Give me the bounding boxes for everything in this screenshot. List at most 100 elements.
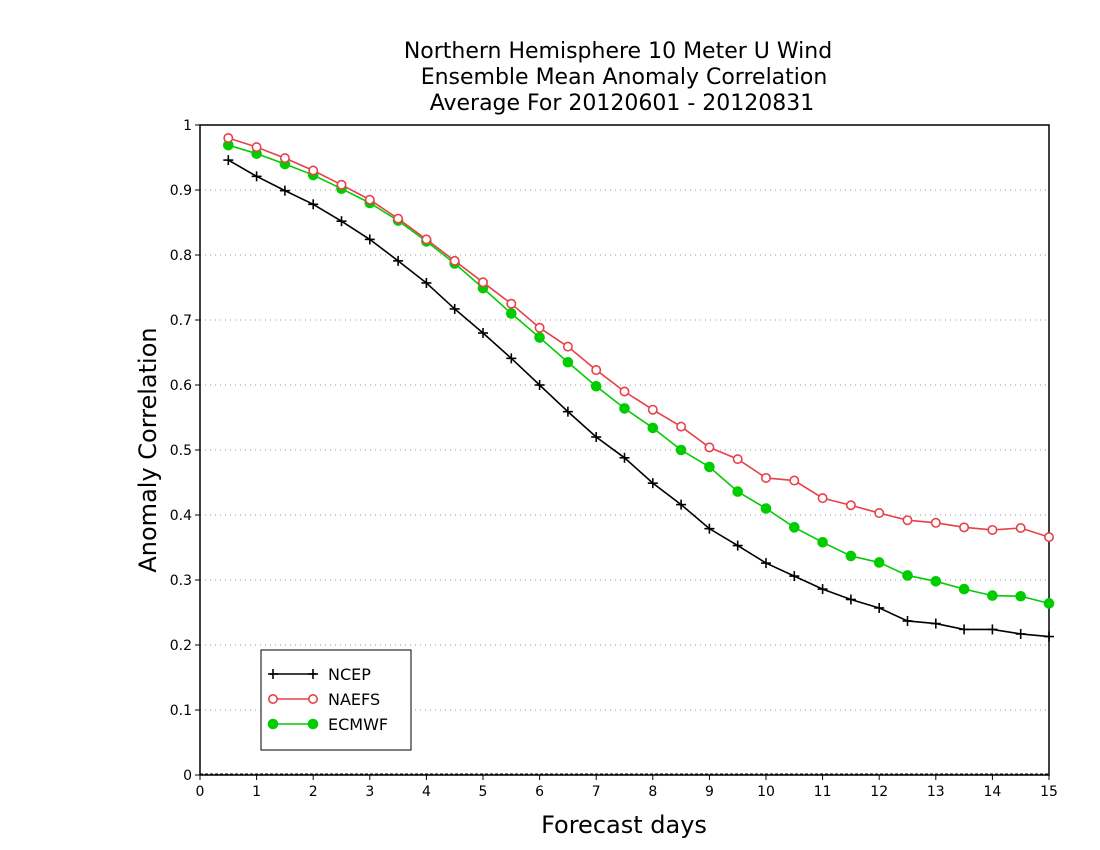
data-point-ncep <box>845 594 856 605</box>
y-tick-label: 0.6 <box>170 378 192 394</box>
data-point-naefs <box>1044 532 1055 543</box>
data-point-ecmwf <box>675 444 687 456</box>
data-point-naefs <box>817 493 828 504</box>
data-point-ecmwf <box>845 550 857 562</box>
data-point-naefs <box>676 421 687 432</box>
data-point-naefs <box>760 472 771 483</box>
data-point-ecmwf <box>1015 590 1027 602</box>
data-point-naefs <box>562 341 573 352</box>
data-point-naefs <box>223 133 234 144</box>
x-tick-label: 6 <box>535 784 544 800</box>
data-point-ncep <box>647 478 658 489</box>
y-tick-label: 0.7 <box>170 313 192 329</box>
data-point-ncep <box>902 615 913 626</box>
data-point-ncep <box>591 432 602 442</box>
data-point-ncep <box>534 380 545 390</box>
y-axis-title: Anomaly Correlation <box>134 327 162 572</box>
data-point-naefs <box>534 322 545 333</box>
data-point-ncep <box>789 571 800 582</box>
data-point-ncep <box>478 328 488 338</box>
data-point-naefs <box>393 213 404 224</box>
legend-marker-ncep <box>308 669 318 679</box>
title-line-1: Northern Hemisphere 10 Meter U Wind <box>404 39 832 64</box>
title-line-2: Ensemble Mean Anomaly Correlation <box>421 65 828 90</box>
data-point-naefs <box>308 165 319 176</box>
data-point-naefs <box>647 404 658 415</box>
data-point-ecmwf <box>506 308 517 319</box>
series-line-ecmwf <box>228 144 1050 605</box>
data-series <box>223 133 1055 642</box>
data-point-naefs <box>421 234 432 245</box>
data-point-naefs <box>506 298 517 309</box>
data-point-ecmwf <box>562 356 574 368</box>
data-point-ncep <box>619 452 630 463</box>
x-tick-label: 14 <box>983 784 1001 800</box>
data-point-naefs <box>902 515 913 526</box>
y-tick-label: 0.4 <box>170 508 192 524</box>
y-tick-label: 1 <box>183 118 192 134</box>
x-tick-label: 13 <box>927 784 945 800</box>
chart-title: Northern Hemisphere 10 Meter U Wind Ense… <box>404 39 832 116</box>
data-point-naefs <box>732 454 743 465</box>
data-point-ncep <box>676 499 687 510</box>
data-point-ncep <box>761 558 771 569</box>
data-point-naefs <box>449 255 460 266</box>
x-tick-label: 1 <box>252 784 261 800</box>
x-tick-label: 8 <box>648 784 657 800</box>
data-point-naefs <box>591 365 602 376</box>
y-tick-label: 0.1 <box>170 703 192 719</box>
data-point-ecmwf <box>534 332 545 343</box>
data-point-ecmwf <box>1043 598 1055 609</box>
data-point-ncep <box>930 618 941 629</box>
data-point-ncep <box>223 155 234 166</box>
legend-marker-naefs <box>307 693 318 704</box>
data-point-ecmwf <box>619 403 630 414</box>
x-tick-label: 9 <box>705 784 714 800</box>
data-point-ncep <box>562 406 573 417</box>
data-point-naefs <box>845 500 856 511</box>
legend-marker-ecmwf <box>267 718 279 730</box>
data-point-ncep <box>959 624 970 635</box>
data-point-ncep <box>251 171 262 182</box>
data-point-naefs <box>987 524 998 535</box>
series-ncep <box>223 155 1054 642</box>
legend-item-ncep: NCEP <box>268 665 371 684</box>
axes: 00.10.20.30.40.50.60.70.80.910 1 2 3 4 5 6 7 8 9 1… <box>170 118 1058 800</box>
y-tick-label: 0.8 <box>170 248 192 264</box>
data-point-ecmwf <box>958 583 970 595</box>
data-point-ncep <box>874 602 885 613</box>
y-tick-label: 0.2 <box>170 638 192 654</box>
x-axis-title: Forecast days <box>541 811 707 839</box>
legend-label-ncep: NCEP <box>328 665 371 684</box>
data-point-ecmwf <box>760 503 772 514</box>
data-point-naefs <box>336 179 347 190</box>
data-point-naefs <box>364 194 375 205</box>
gridlines <box>200 189 1049 711</box>
data-point-ecmwf <box>789 522 800 533</box>
data-point-naefs <box>251 142 262 153</box>
data-point-naefs <box>789 475 800 486</box>
series-line-naefs <box>228 137 1050 538</box>
x-tick-label: 15 <box>1040 784 1058 800</box>
title-line-3: Average For 20120601 - 20120831 <box>430 91 815 116</box>
data-point-naefs <box>959 522 970 533</box>
data-point-ncep <box>1015 628 1026 639</box>
data-point-ecmwf <box>732 486 744 497</box>
y-tick-label: 0.5 <box>170 443 192 459</box>
data-point-ecmwf <box>987 590 998 601</box>
legend-marker-naefs <box>267 693 278 704</box>
legend-box <box>260 649 412 751</box>
data-point-naefs <box>1015 522 1026 533</box>
legend-marker-ncep <box>268 669 278 679</box>
x-tick-label: 11 <box>814 784 832 800</box>
legend-item-ecmwf: ECMWF <box>267 715 388 734</box>
legend-label-naefs: NAEFS <box>328 690 380 709</box>
data-point-ncep <box>449 303 460 314</box>
data-point-ecmwf <box>647 422 659 434</box>
x-tick-label: 3 <box>365 784 374 800</box>
data-point-ncep <box>732 540 743 551</box>
data-point-ncep <box>421 277 432 288</box>
data-point-ncep <box>987 624 998 635</box>
data-point-ncep <box>1044 631 1054 642</box>
